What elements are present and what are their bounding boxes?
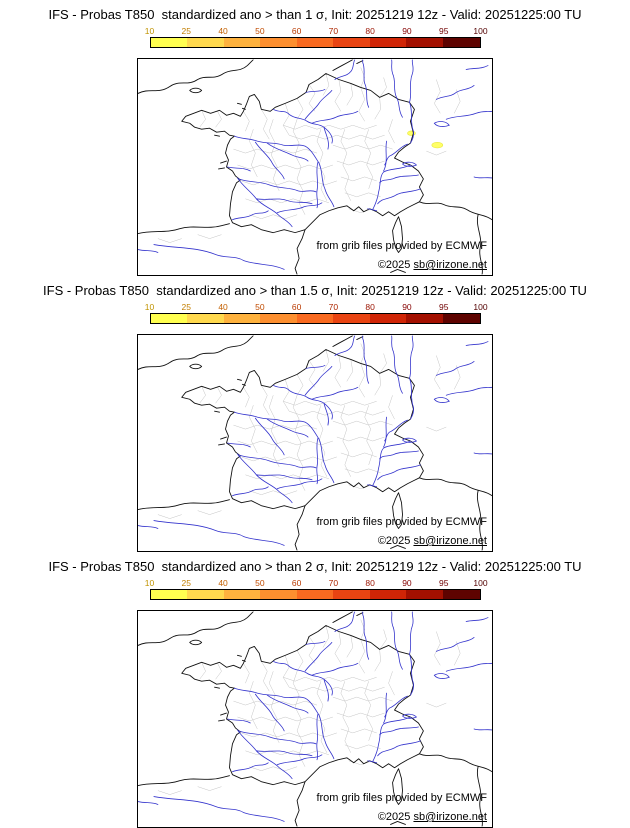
forecast-panel-2: IFS - Probas T850 standardized ano > tha… [0, 276, 630, 552]
colorbar-tick: 100 [473, 578, 488, 588]
colorbar-segment [333, 590, 370, 599]
colorbar-segment [443, 590, 480, 599]
colorbar-tick: 40 [218, 302, 228, 312]
credit-email-link[interactable]: sb@irizone.net [413, 535, 487, 547]
colorbar-segment [296, 38, 334, 47]
colorbar-segment [333, 314, 370, 323]
colorbar-tick: 95 [438, 302, 449, 312]
colorbar-tick: 70 [328, 302, 339, 312]
colorbar-segment [369, 38, 407, 47]
colorbar-segment [150, 314, 188, 323]
colorbar [149, 37, 481, 48]
map-france: from grib files provided by ECMWF ©2025 … [137, 58, 493, 276]
forecast-panel-1: IFS - Probas T850 standardized ano > tha… [0, 0, 630, 276]
colorbar-tick: 50 [255, 578, 265, 588]
colorbar-segment [223, 314, 261, 323]
colorbar-tick: 80 [365, 302, 375, 312]
colorbar-segment [187, 590, 224, 599]
colorbar-segment [443, 38, 480, 47]
colorbar-tick: 100 [473, 26, 488, 36]
colorbar-tick: 10 [144, 578, 155, 588]
anomaly-spot [431, 142, 444, 149]
colorbar-tick: 60 [291, 302, 302, 312]
colorbar-segment [369, 314, 407, 323]
colorbar [149, 313, 481, 324]
colorbar-tick: 90 [402, 302, 412, 312]
credit-copyright-prefix: ©2025 [377, 535, 414, 547]
colorbar-segment [406, 590, 443, 599]
colorbar-tick: 10 [144, 302, 155, 312]
colorbar-segment [369, 590, 407, 599]
colorbar-legend: 10 25 40 50 60 70 80 90 95 100 [0, 302, 630, 324]
panel-title: IFS - Probas T850 standardized ano > tha… [48, 559, 582, 574]
colorbar-tick: 40 [218, 26, 228, 36]
colorbar-tick-labels: 10 25 40 50 60 70 80 90 95 100 [145, 302, 488, 312]
colorbar-segment [260, 314, 297, 323]
colorbar-segment [187, 314, 224, 323]
colorbar-segment [406, 38, 443, 47]
colorbar-segment [296, 314, 334, 323]
colorbar-tick: 40 [218, 578, 228, 588]
panel-title: IFS - Probas T850 standardized ano > tha… [48, 7, 582, 22]
colorbar-tick: 100 [473, 302, 488, 312]
colorbar-segment [406, 314, 443, 323]
colorbar [149, 589, 481, 600]
colorbar-segment [223, 590, 261, 599]
colorbar-legend: 10 25 40 50 60 70 80 90 95 100 [0, 578, 630, 600]
colorbar-tick: 25 [181, 578, 191, 588]
colorbar-tick: 90 [402, 26, 412, 36]
map-svg [138, 59, 492, 275]
colorbar-segment [443, 314, 480, 323]
colorbar-segment [260, 590, 297, 599]
credit-email-link[interactable]: sb@irizone.net [413, 259, 487, 271]
colorbar-segment [150, 38, 188, 47]
credit-copyright: ©2025 sb@irizone.net [378, 811, 487, 823]
colorbar-segment [260, 38, 297, 47]
colorbar-tick: 95 [438, 578, 449, 588]
colorbar-tick: 25 [181, 26, 191, 36]
colorbar-tick: 60 [291, 578, 302, 588]
colorbar-tick: 50 [255, 302, 265, 312]
colorbar-segment [296, 590, 334, 599]
colorbar-tick: 70 [328, 578, 339, 588]
credit-copyright-prefix: ©2025 [377, 259, 414, 271]
colorbar-segment [223, 38, 261, 47]
map-france: from grib files provided by ECMWF ©2025 … [137, 334, 493, 552]
anomaly-overlay [407, 130, 444, 149]
colorbar-tick: 70 [328, 26, 339, 36]
credit-copyright: ©2025 sb@irizone.net [378, 259, 487, 271]
credit-copyright: ©2025 sb@irizone.net [378, 535, 487, 547]
colorbar-segment [150, 590, 188, 599]
colorbar-segment [333, 38, 370, 47]
colorbar-tick: 50 [255, 26, 265, 36]
anomaly-spot [407, 130, 416, 136]
colorbar-tick-labels: 10 25 40 50 60 70 80 90 95 100 [145, 26, 488, 36]
colorbar-tick: 25 [181, 302, 191, 312]
forecast-panel-3: IFS - Probas T850 standardized ano > tha… [0, 552, 630, 828]
panel-title: IFS - Probas T850 standardized ano > tha… [43, 283, 587, 298]
colorbar-tick-labels: 10 25 40 50 60 70 80 90 95 100 [145, 578, 488, 588]
map-france: from grib files provided by ECMWF ©2025 … [137, 610, 493, 828]
credit-copyright-prefix: ©2025 [377, 811, 414, 823]
colorbar-legend: 10 25 40 50 60 70 80 90 95 100 [0, 26, 630, 48]
credit-ecmwf: from grib files provided by ECMWF [316, 240, 487, 252]
colorbar-tick: 95 [438, 26, 449, 36]
colorbar-tick: 80 [365, 578, 375, 588]
colorbar-tick: 90 [402, 578, 412, 588]
colorbar-segment [187, 38, 224, 47]
credit-ecmwf: from grib files provided by ECMWF [316, 516, 487, 528]
colorbar-tick: 60 [291, 26, 302, 36]
colorbar-tick: 80 [365, 26, 375, 36]
credit-email-link[interactable]: sb@irizone.net [413, 811, 487, 823]
colorbar-tick: 10 [144, 26, 155, 36]
credit-ecmwf: from grib files provided by ECMWF [316, 792, 487, 804]
